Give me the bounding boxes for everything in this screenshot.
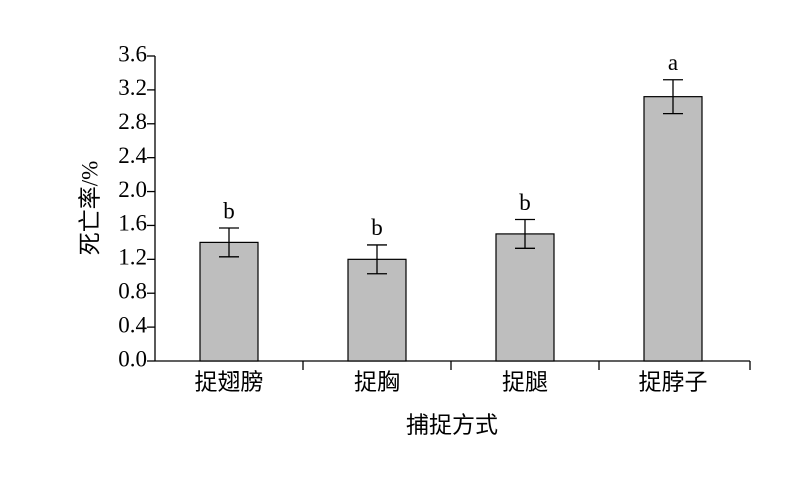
y-tick-label: 1.2 (118, 245, 147, 270)
x-tick-label: 捉腿 (502, 369, 548, 394)
bar (199, 241, 259, 362)
y-tick-label: 2.8 (118, 109, 147, 134)
error-bar (515, 218, 535, 249)
y-tick-label: 0.8 (118, 279, 147, 304)
x-tick-label: 捉翅膀 (195, 369, 264, 394)
x-axis-label: 捕捉方式 (406, 412, 498, 437)
annotation: b (519, 190, 531, 215)
annotation: b (223, 198, 235, 223)
error-bar (219, 227, 239, 258)
y-tick-label: 0.4 (118, 312, 147, 337)
y-axis-label: 死亡率/% (77, 161, 102, 256)
y-tick-label: 2.0 (118, 177, 147, 202)
bar (495, 233, 555, 362)
x-tick-label: 捉胸 (354, 369, 400, 394)
bar (643, 96, 703, 362)
y-tick-label: 3.6 (118, 41, 147, 66)
y-tick-label: 0.0 (118, 346, 147, 371)
y-tick-label: 3.2 (118, 75, 147, 100)
bar (347, 258, 407, 362)
annotation: a (668, 50, 678, 75)
y-tick-label: 1.6 (118, 211, 147, 236)
error-bar (663, 79, 683, 115)
error-bar (367, 244, 387, 275)
annotation: b (371, 215, 383, 240)
x-tick-label: 捉脖子 (639, 369, 708, 394)
y-tick-label: 2.4 (118, 143, 147, 168)
